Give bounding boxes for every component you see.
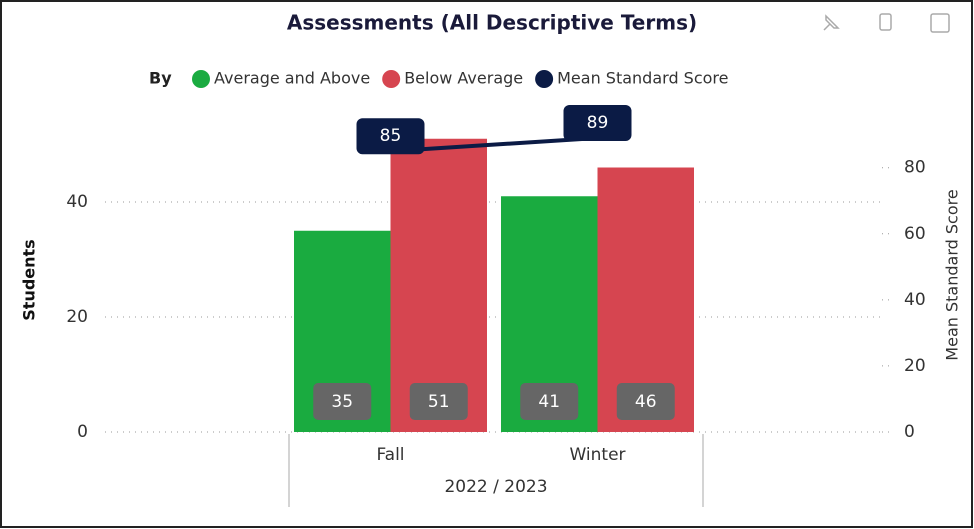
y2-tick-label: 20 [904, 356, 926, 376]
data-label: 35 [331, 392, 353, 412]
legend-title: By [149, 69, 172, 88]
data-label: 51 [428, 392, 450, 412]
category-group-label: 2022 / 2023 [444, 477, 547, 497]
y-tick-label: 20 [66, 307, 88, 327]
y-axis-title: Students [20, 239, 39, 320]
legend-label: Below Average [404, 69, 523, 88]
chart-title: Assessments (All Descriptive Terms) [287, 11, 697, 35]
legend-label: Mean Standard Score [557, 69, 728, 88]
y2-tick-label: 40 [904, 290, 926, 310]
focus-button[interactable] [916, 4, 962, 42]
y2-tick-label: 0 [904, 422, 915, 442]
data-label-box [409, 383, 468, 420]
x-tick-label: Fall [376, 445, 404, 465]
data-label-box [520, 383, 579, 420]
y2-tick-label: 60 [904, 224, 926, 244]
line-label-box [563, 105, 632, 142]
y2-tick-label: 80 [904, 158, 926, 178]
copy-button[interactable] [862, 4, 908, 42]
legend-label: Average and Above [214, 69, 370, 88]
data-label-box [313, 383, 372, 420]
x-tick-label: Winter [569, 445, 625, 465]
y2-axis-title: Mean Standard Score [943, 189, 962, 360]
data-label-box [616, 383, 675, 420]
y-tick-label: 0 [77, 422, 88, 442]
legend-swatch [192, 70, 210, 88]
legend-swatch [382, 70, 401, 88]
toolbar [808, 4, 962, 42]
line-label-box [356, 118, 425, 155]
line-label: 85 [380, 126, 402, 146]
line-label: 89 [587, 113, 609, 133]
data-label: 46 [635, 392, 657, 412]
data-label: 41 [538, 392, 560, 412]
legend-swatch [535, 70, 554, 88]
y-tick-label: 40 [66, 192, 88, 212]
line [390, 136, 598, 154]
pin-button[interactable] [808, 4, 854, 42]
